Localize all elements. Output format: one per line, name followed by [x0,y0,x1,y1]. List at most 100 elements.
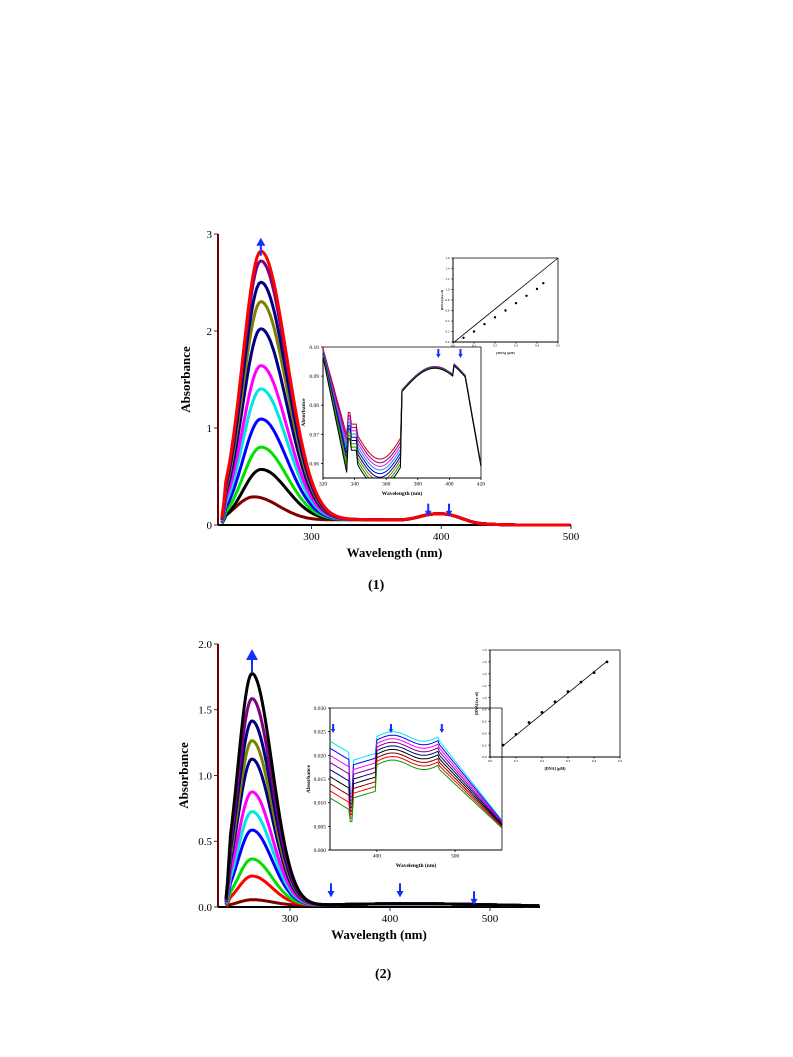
data-point [579,680,583,684]
figure-2-label: (2) [375,967,392,982]
y-tick-label: 0.07 [309,432,319,438]
data-point [514,301,518,305]
x-axis-label: Wavelength (nm) [331,927,427,942]
x-tick-label: 0.5 [618,759,623,763]
y-tick-label: 0.000 [314,848,327,854]
y-tick-label: 1.0 [446,288,450,292]
y-tick-label: 0.06 [309,461,319,467]
data-point [501,743,505,747]
inset-spectra-line-8 [322,355,482,479]
data-point [566,690,570,694]
series-10-line [220,259,571,527]
series-4-line [220,417,571,527]
inset-spectra-line-4 [329,741,503,824]
inset-arrow-1-head [330,728,336,733]
x-tick-label: 0.4 [535,344,539,348]
inset-spectra-line-2 [329,734,503,822]
inset-spectra-line-9 [329,759,503,829]
data-point [605,660,609,664]
inset-spectra-line-8 [329,755,503,828]
series-3-line [224,857,540,908]
inset-spectra: 320 340 360 380 400 420 0.06 0.07 0.08 0.09 0.10 Wa… [301,345,485,497]
data-point [525,294,528,297]
y-tick-label: 0.8 [482,708,487,712]
y-tick-label: 0.0 [446,340,450,344]
data-point [527,721,531,724]
arrow-2-head [424,510,432,517]
inset-spectra-line-7 [329,752,503,827]
y-tick-label: 1.8 [482,648,487,652]
x-tick-label: 500 [563,531,580,543]
inset-arrow-2-head [388,728,394,733]
x-tick-label: 0.4 [592,759,597,763]
y-tick-label: 0.8 [446,298,450,302]
y-tick-label: 3 [207,229,213,241]
data-point [514,733,518,736]
y-tick-label: 0.6 [482,720,487,724]
y-tick-label: 2.0 [198,639,212,651]
data-point [535,287,539,291]
y-tick-label: 0.08 [309,403,319,409]
arrow-1-head [256,237,266,246]
fit-line [452,257,559,344]
y-axis-label: Absorbance [178,346,193,413]
y-tick-label: 1.5 [198,705,212,717]
inset-spectra: 400 500 0.000 0.005 0.010 0.015 0.020 0.025 0.03… [306,706,503,869]
y-tick-label: 0.10 [309,345,319,351]
y-axis-label: Absorbance [301,398,307,427]
data-point [462,336,465,339]
y-axis-label: Absorbance [306,764,312,793]
y-tick-label: 0.015 [314,777,327,783]
y-tick-label: 1.4 [446,267,450,271]
y-tick-label: 1.0 [198,770,212,782]
x-tick-label: 0.1 [472,344,476,348]
x-axis-label: Wavelength (nm) [347,545,443,560]
x-tick-label: 0.3 [514,344,518,348]
y-tick-label: 0.0 [198,902,212,914]
x-tick-label: 0.0 [451,344,455,348]
arrow-4-head [470,898,478,906]
y-tick-label: 0.025 [314,730,327,736]
data-point [483,322,486,326]
y-tick-label: 0.030 [314,706,327,712]
y-tick-label: 1.2 [482,684,487,688]
data-point [472,330,476,333]
data-point [540,711,544,714]
inset-linear: 0.0 0.1 0.2 0.3 0.4 0.5 0.0 0.2 0.4 0.6 0.8 1.0 1.2 1… [440,256,560,355]
x-tick-label: 420 [477,482,486,488]
data-point [493,316,497,319]
x-tick-label: 0.2 [493,344,497,348]
x-tick-label: 0.2 [540,759,545,763]
arrow-2-head [327,891,335,898]
y-tick-label: 0.020 [314,753,327,759]
data-point [553,700,557,704]
y-tick-label: 1.0 [482,696,487,700]
fit-line [502,660,608,747]
series-11-line [224,672,540,908]
x-tick-label: 300 [303,531,320,543]
y-tick-label: 0.5 [198,836,212,848]
x-axis-label: Wavelength (nm) [382,490,423,497]
series-11-line [220,249,571,527]
arrow-1-head [246,649,258,660]
y-tick-label: 0.4 [446,319,450,323]
x-tick-label: 400 [382,913,399,925]
x-tick-label: 400 [373,854,382,860]
y-tick-label: 2 [207,326,213,338]
y-tick-label: 0.4 [482,731,487,735]
data-point [592,671,596,674]
inset-spectra-line-9 [322,357,482,479]
inset-spectra-line-6 [329,748,503,826]
x-tick-label: 500 [451,854,460,860]
x-tick-label: 0.0 [488,759,493,763]
arrow-3-head [445,510,453,517]
x-tick-label: 500 [482,913,499,925]
x-tick-label: 340 [350,482,359,488]
data-point [542,282,545,285]
y-tick-label: 0.2 [482,743,487,747]
inset-spectra-line-5 [329,745,503,825]
x-axis-label: Wavelength (nm) [396,862,437,869]
x-tick-label: 0.3 [566,759,571,763]
